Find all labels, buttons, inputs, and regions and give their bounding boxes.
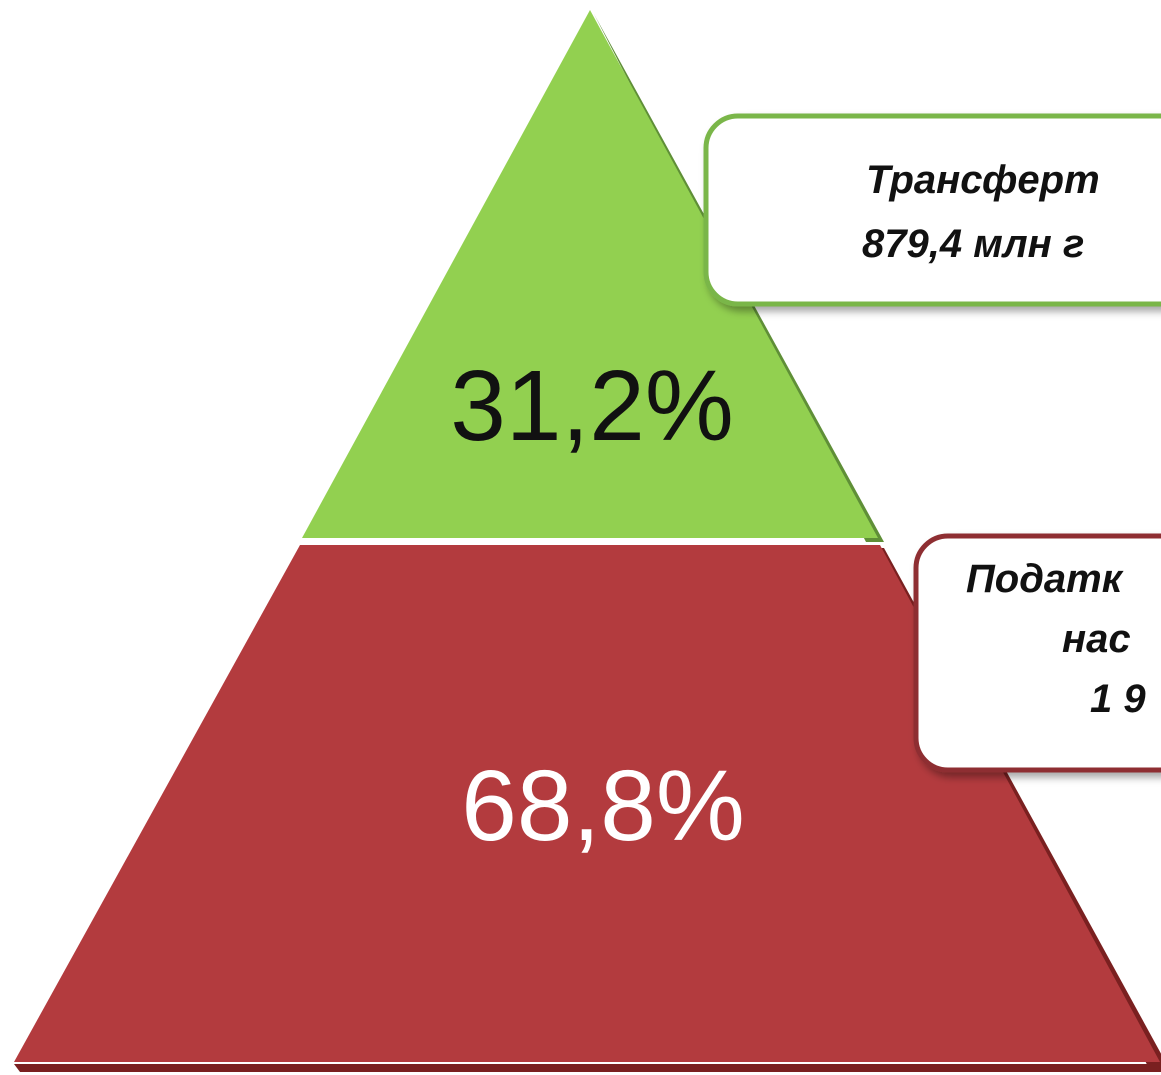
callout-box bbox=[703, 113, 1161, 307]
bottom-segment bbox=[14, 545, 1160, 1062]
callout-text: 1 9 bbox=[1090, 677, 1146, 721]
callout-text: Трансферт bbox=[866, 158, 1100, 202]
top-segment bbox=[302, 10, 878, 538]
callout-text: нас bbox=[1062, 617, 1131, 661]
callout-text: Податк bbox=[966, 557, 1124, 601]
callout-text: 879,4 млн г bbox=[862, 222, 1084, 266]
segment-edge bbox=[14, 1064, 1161, 1072]
segment-label: 68,8% bbox=[461, 750, 745, 862]
callout-box bbox=[913, 533, 1161, 773]
segment-label: 31,2% bbox=[450, 350, 734, 462]
